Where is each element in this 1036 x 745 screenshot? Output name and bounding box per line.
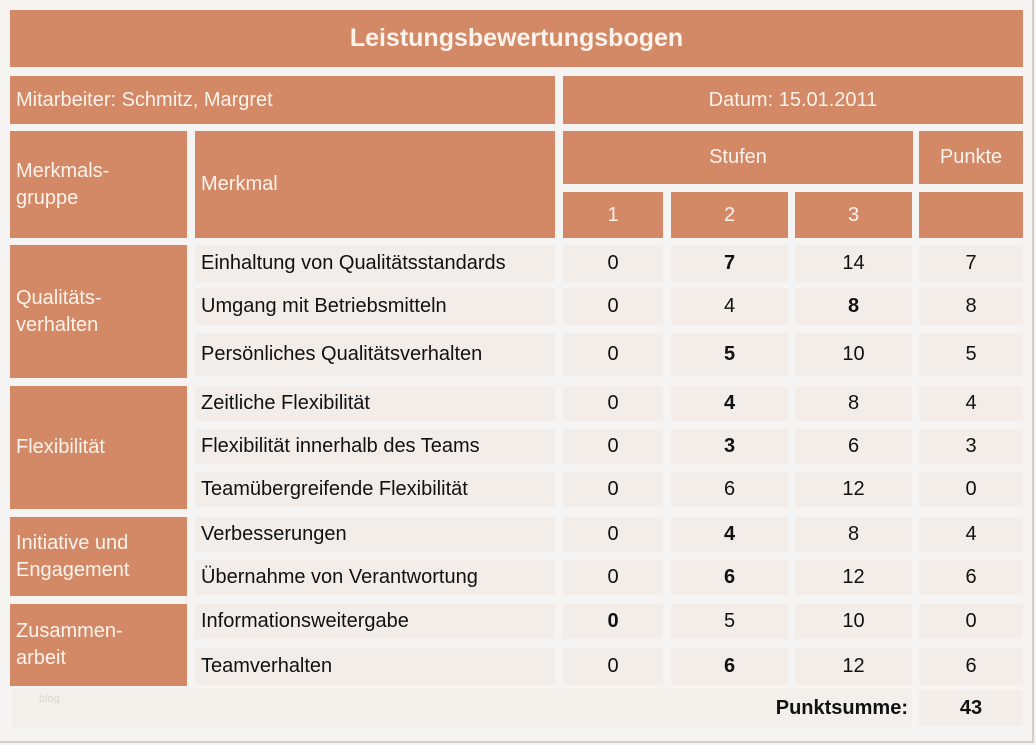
level-3-cell: 10 <box>795 604 912 639</box>
group-line1: Flexibilität <box>16 436 105 458</box>
total-strip <box>12 688 912 728</box>
group-line2: arbeit <box>16 647 67 669</box>
points-cell: 5 <box>919 333 1023 376</box>
points-cell: 7 <box>919 245 1023 282</box>
level-1-cell: 0 <box>563 604 663 639</box>
feature-cell: Informationsweitergabe <box>195 604 555 639</box>
level-3-cell: 12 <box>795 648 912 685</box>
level-3-cell: 6 <box>795 429 912 464</box>
employee-label: Mitarbeiter: Schmitz, Margret <box>10 76 555 124</box>
level-1-cell: 0 <box>563 517 663 552</box>
level-1-cell: 0 <box>563 429 663 464</box>
level-3-cell: 12 <box>795 560 912 595</box>
level-1-cell: 0 <box>563 245 663 282</box>
group-line1: Zusammen- <box>16 620 123 642</box>
feature-cell: Umgang mit Betriebsmitteln <box>195 288 555 325</box>
level-3-cell: 8 <box>795 288 912 325</box>
group-line2: verhalten <box>16 313 99 336</box>
level-2-cell: 5 <box>671 604 788 639</box>
level-3-cell: 12 <box>795 472 912 507</box>
header-level-3: 3 <box>795 192 912 238</box>
level-1-cell: 0 <box>563 288 663 325</box>
points-cell: 4 <box>919 517 1023 552</box>
level-2-cell: 4 <box>671 517 788 552</box>
level-1-cell: 0 <box>563 648 663 685</box>
feature-cell: Flexibilität innerhalb des Teams <box>195 429 555 464</box>
total-label: Punktsumme: <box>775 696 908 719</box>
level-1-cell: 0 <box>563 472 663 507</box>
header-points-blank <box>919 192 1023 238</box>
feature-cell: Teamübergreifende Flexibilität <box>195 472 555 507</box>
level-3-cell: 8 <box>795 386 912 421</box>
header-levels: Stufen <box>563 131 913 184</box>
level-3-cell: 14 <box>795 245 912 282</box>
level-3-cell: 8 <box>795 517 912 552</box>
level-2-cell: 4 <box>671 386 788 421</box>
level-2-cell: 6 <box>671 648 788 685</box>
group-line1: Initiative und <box>16 531 129 554</box>
level-2-cell: 3 <box>671 429 788 464</box>
group-line1: Qualitäts- <box>16 286 102 309</box>
points-cell: 6 <box>919 648 1023 685</box>
group-line2: Engagement <box>16 558 130 581</box>
total-value: 43 <box>919 690 1023 726</box>
points-cell: 3 <box>919 429 1023 464</box>
watermark: blog <box>39 693 60 705</box>
header-level-1: 1 <box>563 192 663 238</box>
group-initiative-engagement: Initiative und Engagement <box>10 517 187 596</box>
feature-cell: Persönliches Qualitätsverhalten <box>195 333 555 376</box>
level-3-cell: 10 <box>795 333 912 376</box>
level-2-cell: 4 <box>671 288 788 325</box>
feature-cell: Einhaltung von Qualitätsstandards <box>195 245 555 282</box>
header-feature-group: Merkmals- gruppe <box>10 131 187 238</box>
feature-cell: Zeitliche Flexibilität <box>195 386 555 421</box>
level-2-cell: 6 <box>671 560 788 595</box>
group-collaboration: Zusammen- arbeit <box>10 604 187 686</box>
level-1-cell: 0 <box>563 333 663 376</box>
points-cell: 4 <box>919 386 1023 421</box>
points-cell: 0 <box>919 472 1023 507</box>
group-flexibility: Flexibilität <box>10 386 187 509</box>
header-level-2: 2 <box>671 192 788 238</box>
date-label: Datum: 15.01.2011 <box>563 76 1023 124</box>
level-1-cell: 0 <box>563 386 663 421</box>
points-cell: 8 <box>919 288 1023 325</box>
level-2-cell: 5 <box>671 333 788 376</box>
level-1-cell: 0 <box>563 560 663 595</box>
feature-cell: Teamverhalten <box>195 648 555 685</box>
feature-cell: Verbesserungen <box>195 517 555 552</box>
header-points: Punkte <box>919 131 1023 184</box>
points-cell: 6 <box>919 560 1023 595</box>
header-feature-group-line1: Merkmals- <box>16 159 110 182</box>
level-2-cell: 7 <box>671 245 788 282</box>
page-title: Leistungsbewertungsbogen <box>10 10 1023 67</box>
points-cell: 0 <box>919 604 1023 639</box>
header-feature-group-line2: gruppe <box>16 186 79 209</box>
group-quality-behaviour: Qualitäts- verhalten <box>10 245 187 378</box>
header-feature: Merkmal <box>195 131 555 238</box>
feature-cell: Übernahme von Verantwortung <box>195 560 555 595</box>
level-2-cell: 6 <box>671 472 788 507</box>
